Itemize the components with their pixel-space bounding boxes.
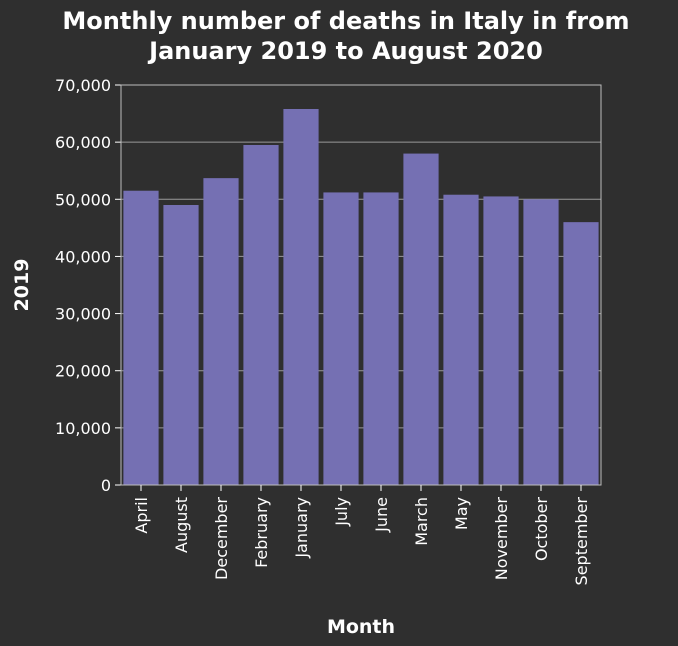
bars bbox=[123, 109, 599, 486]
bar-may bbox=[443, 194, 479, 485]
y-tick-label: 10,000 bbox=[55, 419, 111, 438]
y-tick-label: 20,000 bbox=[55, 362, 111, 381]
bar-november bbox=[483, 196, 519, 485]
y-tick-label: 0 bbox=[101, 476, 111, 495]
x-tick-label: December bbox=[212, 497, 231, 580]
y-tick-label: 40,000 bbox=[55, 247, 111, 266]
x-tick-label: October bbox=[532, 497, 551, 561]
bar-july bbox=[323, 192, 359, 485]
x-tick-label: March bbox=[412, 497, 431, 546]
y-axis-label: 2019 bbox=[11, 259, 33, 312]
x-tick-label: July bbox=[332, 497, 351, 527]
y-tick-label: 70,000 bbox=[55, 76, 111, 95]
x-tick-label: May bbox=[452, 497, 471, 530]
x-tick-label: August bbox=[172, 497, 191, 553]
x-tick-label: September bbox=[572, 497, 591, 586]
bar-january bbox=[283, 109, 319, 485]
bar-june bbox=[363, 192, 399, 485]
axes: 0 10,000 20,000 30,000 40,000 50,000 60,000 70,… bbox=[55, 76, 602, 586]
bar-april bbox=[123, 190, 159, 485]
chart-title-line-2: January 2019 to August 2020 bbox=[147, 37, 543, 65]
bar-august bbox=[163, 205, 199, 485]
x-axis-label: Month bbox=[327, 616, 395, 638]
bar-september bbox=[563, 222, 599, 485]
x-tick-label: January bbox=[292, 497, 311, 559]
y-tick-label: 50,000 bbox=[55, 190, 111, 209]
x-tick-label: November bbox=[492, 497, 511, 581]
bar-february bbox=[243, 145, 279, 485]
x-tick-label: June bbox=[372, 497, 391, 533]
y-tick-label: 60,000 bbox=[55, 133, 111, 152]
x-tick-label: April bbox=[132, 497, 151, 534]
bar-december bbox=[203, 178, 239, 485]
x-tick-label: February bbox=[252, 497, 271, 568]
plot-frame bbox=[120, 84, 602, 486]
chart-title-line-1: Monthly number of deaths in Italy in fro… bbox=[62, 7, 629, 35]
y-tick-label: 30,000 bbox=[55, 305, 111, 324]
bar-march bbox=[403, 153, 439, 486]
bar-october bbox=[523, 199, 559, 486]
